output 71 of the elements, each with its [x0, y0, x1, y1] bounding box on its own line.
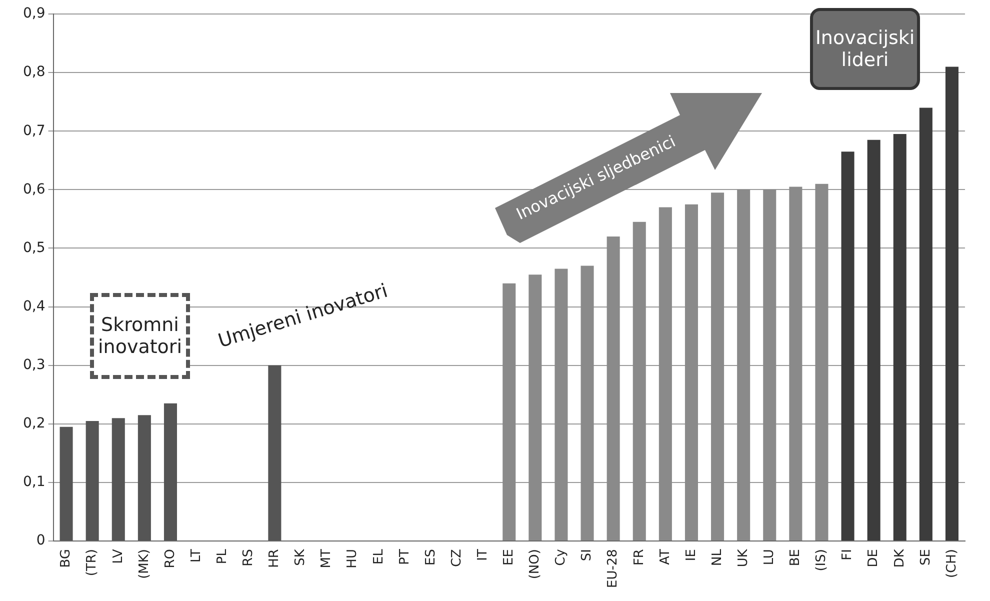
- bar: [945, 66, 958, 541]
- x-tick-label: EL: [371, 548, 386, 565]
- x-tick-label: IE: [684, 549, 699, 562]
- y-tick-label: 0: [36, 532, 46, 549]
- bar: [867, 140, 880, 541]
- bar: [86, 420, 99, 541]
- x-tick-label: IT: [475, 548, 490, 561]
- bar: [737, 190, 750, 541]
- y-tick-label: 0,3: [23, 357, 46, 373]
- annotation: Skromni inovatori: [90, 293, 190, 379]
- x-tick-label: (NO): [528, 549, 543, 580]
- y-tick-label: 0,2: [23, 416, 46, 432]
- bar: [711, 192, 724, 541]
- annotation: Inovacijski lideri: [810, 8, 920, 90]
- bar: [684, 204, 698, 541]
- y-tick-label: 0,6: [23, 181, 46, 198]
- x-tick-label: BE: [788, 549, 804, 566]
- x-tick-label: FR: [632, 549, 647, 566]
- bar: [606, 236, 620, 541]
- x-tick-label: RO: [162, 549, 178, 568]
- x-tick-label: (TR): [84, 549, 100, 576]
- y-tick-label: 0,8: [23, 64, 46, 80]
- x-tick-label: SI: [580, 549, 595, 562]
- y-tick-label: 0,4: [23, 298, 46, 314]
- x-tick-label: HR: [267, 549, 282, 568]
- bar: [632, 222, 646, 541]
- x-tick-label: SK: [293, 548, 308, 566]
- x-tick-label: PT: [397, 548, 412, 565]
- bar: [841, 152, 854, 541]
- y-tick-label: 0,7: [23, 122, 46, 139]
- bar: [554, 268, 568, 541]
- bar: [164, 403, 177, 541]
- bar: [815, 184, 828, 541]
- bar: [502, 283, 516, 541]
- x-tick-label: LT: [188, 548, 204, 562]
- bar: [789, 186, 802, 541]
- bar: [893, 134, 906, 541]
- bar: [919, 108, 932, 541]
- x-tick-label: DK: [892, 548, 908, 568]
- x-tick-label: EE: [502, 549, 517, 566]
- x-tick-label: NL: [710, 548, 725, 566]
- x-tick-label: (CH): [944, 549, 960, 578]
- bar: [528, 274, 542, 541]
- x-tick-label: LV: [110, 548, 126, 564]
- bar: [60, 426, 73, 541]
- x-tick-label: AT: [658, 548, 673, 565]
- x-tick-label: (MK): [136, 549, 152, 579]
- x-tick-label: EU-28: [606, 549, 621, 588]
- x-tick-label: UK: [736, 548, 751, 568]
- x-tick-label: SE: [918, 549, 934, 566]
- bar: [763, 190, 776, 541]
- bar: [112, 418, 125, 541]
- x-tick-label: CZ: [449, 548, 464, 568]
- x-tick-label: MT: [319, 548, 334, 568]
- x-tick-label: FI: [840, 549, 856, 560]
- y-tick-label: 0,5: [23, 240, 46, 256]
- x-tick-label: LU: [762, 549, 778, 566]
- x-tick-label: ES: [423, 549, 438, 566]
- bar: [138, 415, 151, 541]
- y-tick-label: 0,1: [23, 474, 46, 490]
- x-tick-label: DE: [866, 549, 882, 568]
- bar: [580, 266, 594, 541]
- x-tick-label: PL: [214, 548, 230, 564]
- x-tick-label: HU: [345, 549, 360, 568]
- x-tick-label: Cy: [554, 548, 569, 566]
- bar: [268, 365, 282, 541]
- y-tick-label: 0,9: [23, 6, 46, 22]
- bar: [658, 207, 672, 541]
- x-tick-label: BG: [58, 549, 74, 568]
- x-tick-label: RS: [241, 549, 256, 566]
- x-tick-label: (IS): [814, 549, 830, 572]
